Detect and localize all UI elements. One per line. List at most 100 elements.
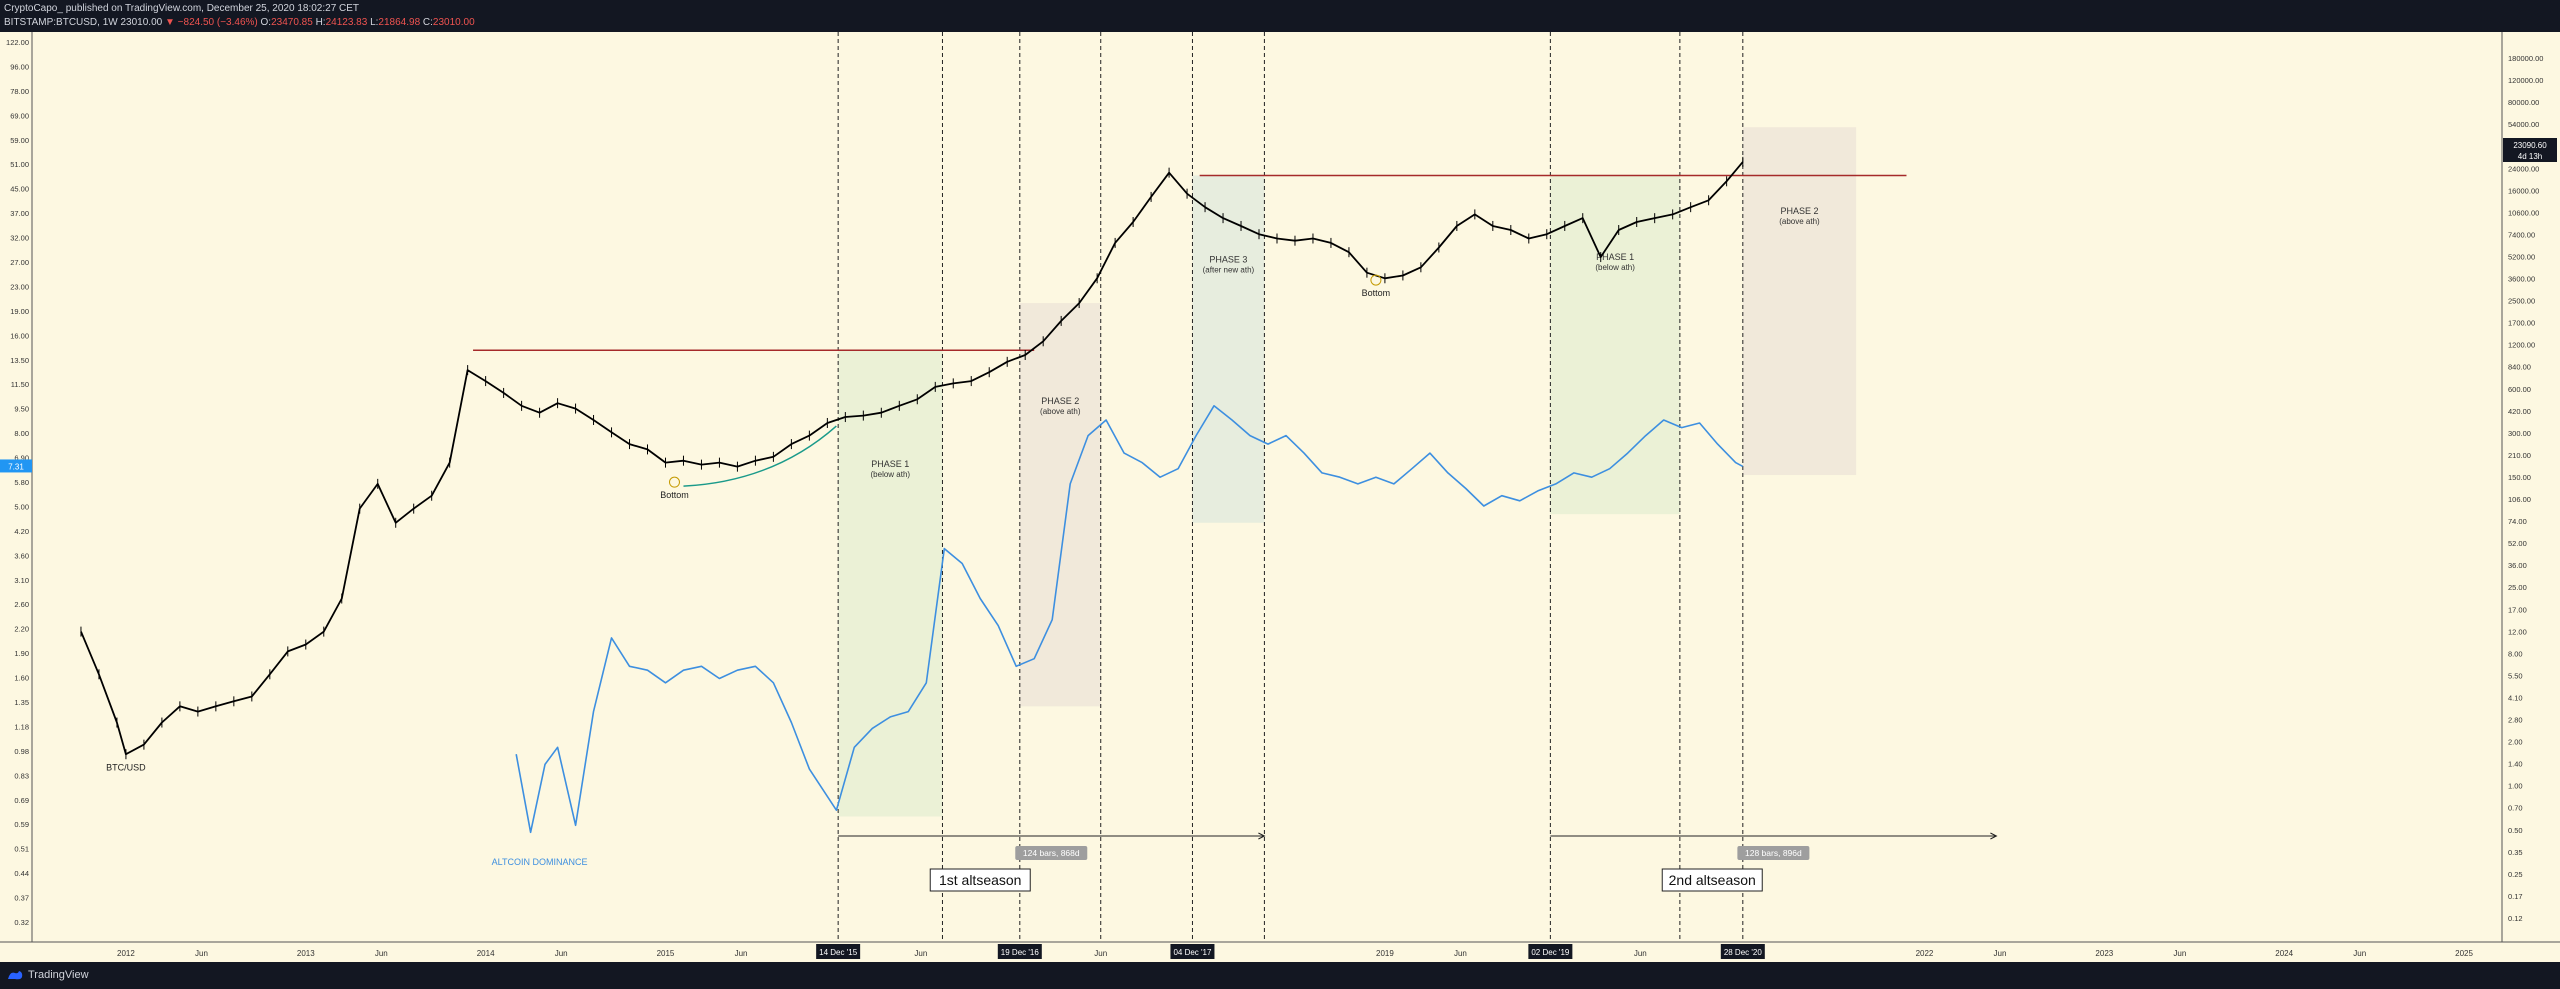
right-axis-tick: 210.00 [2508,451,2531,460]
time-axis-tick: Jun [555,949,568,958]
right-price-axis[interactable]: 180000.00120000.0080000.0054000.0036000.… [2501,32,2560,942]
phase-zone [1550,175,1680,515]
phase-label: PHASE 3 [1209,254,1247,264]
left-price-axis[interactable]: 122.00 96.00 78.00 69.00 59.00 51.00 45.00 37.0… [0,32,33,942]
phase-zones: PHASE 1(below ath)PHASE 2(above ath)PHAS… [838,127,1857,817]
symbol-line: BITSTAMP:BTCUSD, 1W 23010.00 ▼ −824.50 (… [4,17,475,28]
chart-annotation: ALTCOIN DOMINANCE [492,857,588,867]
left-axis-tick: 11.50 [11,380,29,389]
time-axis-tick: Jun [2353,949,2366,958]
time-axis-tick: 2014 [477,949,495,958]
phase-zone [1019,303,1101,707]
left-axis-tick: 0.59 [14,820,29,829]
right-axis-tick: 420.00 [2508,407,2531,416]
right-axis-tick: 8.00 [2508,649,2523,658]
time-axis-tick: Jun [1994,949,2007,958]
right-axis-tick: 5.50 [2508,671,2523,680]
annotations: Bottom Bottom BTC/USD ALTCOIN DOMINANCE [106,274,1391,867]
chart-annotation: Bottom [1362,288,1391,298]
brand-text: TradingView [28,969,89,981]
right-axis-tick: 12.00 [2508,627,2527,636]
time-axis-highlight: 14 Dec '15 [819,948,858,957]
left-axis-tick: 1.60 [14,674,29,683]
time-axis-highlight: 28 Dec '20 [1724,948,1763,957]
chart-header: CryptoCapo_ published on TradingView.com… [0,0,2560,32]
price-chart[interactable]: PHASE 1(below ath)PHASE 2(above ath)PHAS… [0,32,2560,962]
symbol-name[interactable]: BITSTAMP:BTCUSD, 1W [4,17,118,28]
left-axis-tick: 16.00 [10,331,29,340]
right-axis-tick: 1.40 [2508,760,2523,769]
left-axis-bg [0,32,32,942]
left-axis-tick: 9.50 [14,405,29,414]
right-axis-tick: 106.00 [2508,495,2531,504]
measure-arrowhead [1258,832,1266,840]
measure-label-bg [1015,846,1088,860]
right-axis-tick: 54000.00 [2508,120,2539,129]
ath-lines [473,174,1907,352]
right-axis-tick: 3600.00 [2508,275,2535,284]
time-axis-tick: 2019 [1376,949,1394,958]
right-axis-current-bg [2503,138,2557,162]
chart-annotation: Bottom [660,490,689,500]
measurements: 124 bars, 868d 128 bars, 896d 1st altseaso… [838,832,1998,892]
right-axis-tick: 0.17 [2508,892,2523,901]
time-axis-tick: Jun [1094,949,1107,958]
left-axis-tick: 1.18 [14,722,29,731]
time-axis-tick: Jun [914,949,927,958]
price-series [80,156,1744,834]
right-axis-tick: 36.00 [2508,561,2527,570]
left-axis-tick: 5.00 [14,502,29,511]
plot-background [0,32,2560,962]
chart-footer: TradingView [0,962,2560,989]
right-axis-tick: 600.00 [2508,385,2531,394]
right-axis-tick: 7400.00 [2508,230,2535,239]
high-label: H: [315,17,326,28]
left-axis-tick: 1.35 [14,698,29,707]
right-axis-tick: 25.00 [2508,583,2527,592]
bottom-marker [668,476,680,488]
right-axis-tick: 0.35 [2508,848,2523,857]
right-axis-tick: 2.00 [2508,738,2523,747]
left-axis-tick: 4.20 [14,527,29,536]
left-axis-tick: 96.00 [10,62,29,71]
open-value: 23470.85 [271,17,313,28]
left-axis-tick: 78.00 [10,87,29,96]
right-axis-tick: 180000.00 [2508,54,2543,63]
phase-sublabel: (above ath) [1040,407,1081,416]
time-axis-highlight-bg [1170,944,1215,959]
time-axis-tick: 2013 [297,949,315,958]
time-axis-highlight: 04 Dec '17 [1173,948,1212,957]
left-axis-tick: 27.00 [10,258,29,267]
left-axis-tick: 23.00 [10,282,29,291]
right-axis-tick: 1.00 [2508,782,2523,791]
cycle-vertical-lines [837,32,1744,942]
phase-sublabel: (below ath) [1595,263,1635,272]
chart-annotation: BTC/USD [106,763,146,773]
last-price: 23010.00 [120,17,163,28]
measure-label-bg [1737,846,1810,860]
left-axis-tick: 2.20 [14,625,29,634]
left-axis-tick: 0.37 [14,894,29,903]
close-value: 23010.00 [432,17,475,28]
left-axis-tick: 0.44 [14,869,29,878]
low-value: 21864.98 [378,17,421,28]
phase-zone [838,350,943,817]
left-axis-tick: 69.00 [10,111,29,120]
right-axis-tick: 0.70 [2508,804,2523,813]
measure-label: 128 bars, 896d [1745,848,1802,858]
right-axis-tick: 74.00 [2508,517,2527,526]
right-axis-tick: 300.00 [2508,429,2531,438]
left-axis-tick: 0.51 [14,845,29,854]
right-axis-tick: 2.80 [2508,716,2523,725]
time-axis-tick: 2025 [2455,949,2473,958]
tradingview-brand[interactable]: TradingView [6,969,89,981]
bottom-marker [1370,274,1382,286]
left-axis-tick: 51.00 [10,160,29,169]
right-axis-tick: 120000.00 [2508,76,2543,85]
left-axis-tick: 3.60 [14,551,29,560]
time-axis-highlight-bg [997,944,1042,959]
altcoin-dominance-series [515,405,1744,834]
time-axis[interactable]: 2012 Jun 2013 Jun 2014 Jun 2015 Jun Jun Jun 2019 Ju… [0,941,2560,962]
time-axis-tick: 2023 [2095,949,2113,958]
open-label: O: [260,17,272,28]
